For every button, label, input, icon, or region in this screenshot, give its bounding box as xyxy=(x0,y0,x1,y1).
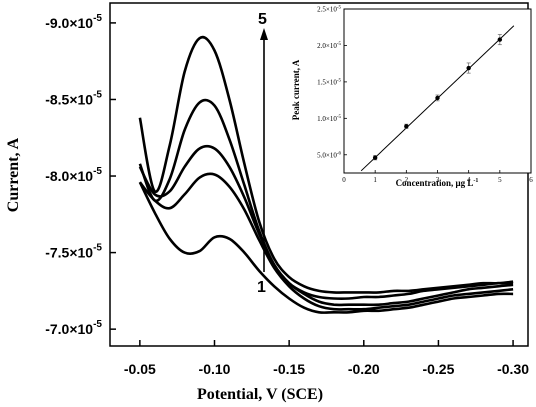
main-curves xyxy=(138,35,514,314)
inset-x-tick-label: 2 xyxy=(405,176,409,184)
inset-y-tick-label: 2.5×10-5 xyxy=(317,6,341,14)
inset-y-tick-label: 1.5×10-5 xyxy=(317,78,341,86)
inset-y-tick-label: 2.0×10-5 xyxy=(317,42,341,50)
inset-x-axis-title: Concentration, μg L-1 xyxy=(396,178,479,188)
voltammogram-curve-1 xyxy=(138,181,514,314)
inset-x-tick-label: 0 xyxy=(342,176,346,184)
main-plot-frame xyxy=(109,2,529,347)
inset-axis-ticks: 0 1 2 3 4 5 6 5.0×10-6 1.0×10-5 1.5×10-5 2.0×10-5 2… xyxy=(317,6,533,185)
inset-data-point xyxy=(404,124,409,129)
main-axis-ticks: -0.05 -0.10 -0.15 -0.20 -0.25 -0.30 -7.0×10-5 -… xyxy=(45,13,529,377)
inset-y-tick-label: 5.0×10-6 xyxy=(317,151,341,159)
voltammogram-curve-3 xyxy=(138,144,514,307)
voltammogram-curve-2 xyxy=(138,172,514,311)
inset-x-tick-label: 5 xyxy=(498,176,502,184)
y-tick-label: -8.5×10-5 xyxy=(45,89,102,107)
voltammogram-curve-5 xyxy=(138,35,514,294)
x-tick-label: -0.20 xyxy=(348,361,380,377)
inset-x-tick-label: 3 xyxy=(436,176,440,184)
y-tick-label: -9.0×10-5 xyxy=(45,13,102,31)
y-tick-label: -7.0×10-5 xyxy=(45,319,102,337)
x-tick-label: -0.30 xyxy=(497,361,529,377)
y-tick-label: -7.5×10-5 xyxy=(45,243,102,261)
main-y-axis-title: Current, A xyxy=(5,137,22,212)
inset-y-axis-title: Peak current, A xyxy=(291,59,301,120)
curve-label-bottom: 1 xyxy=(257,279,266,296)
main-x-axis-title: Potential, V (SCE) xyxy=(197,386,323,403)
x-tick-label: -0.10 xyxy=(199,361,231,377)
voltammogram-curve-4 xyxy=(138,98,514,301)
curve-label-top: 5 xyxy=(258,11,267,28)
x-tick-label: -0.05 xyxy=(124,361,156,377)
y-tick-label: -8.0×10-5 xyxy=(45,166,102,184)
inset-data-point xyxy=(372,155,378,160)
x-tick-label: -0.25 xyxy=(422,361,454,377)
increase-arrow-head xyxy=(260,28,268,40)
inset-frame xyxy=(343,8,532,174)
inset-data-point xyxy=(435,95,440,101)
x-tick-label: -0.15 xyxy=(273,361,305,377)
inset-x-tick-label: 1 xyxy=(373,176,377,184)
inset-data-point xyxy=(466,65,471,71)
inset-x-tick-label: 4 xyxy=(467,176,471,184)
inset-x-tick-label: 6 xyxy=(529,176,533,184)
inset-marks xyxy=(360,25,515,172)
inset-data-point xyxy=(497,37,503,42)
inset-y-tick-label: 1.0×10-5 xyxy=(317,115,341,123)
